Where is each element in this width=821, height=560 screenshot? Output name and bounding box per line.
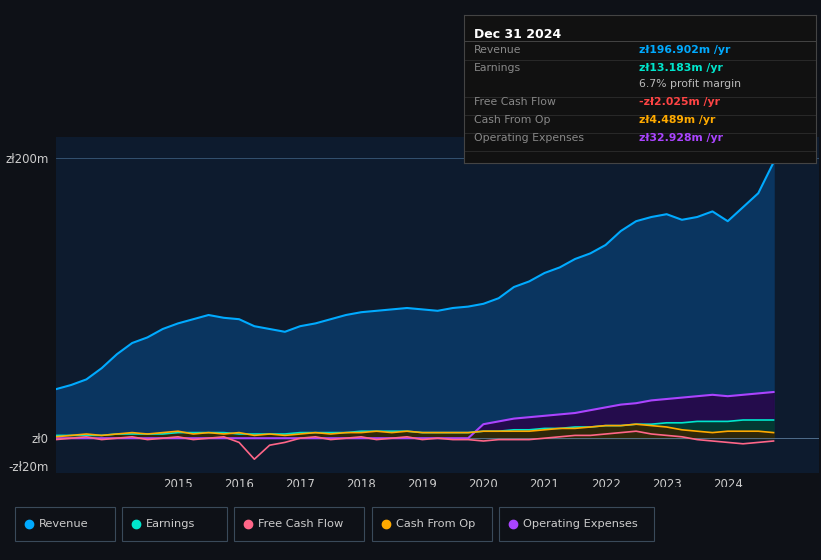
Text: Operating Expenses: Operating Expenses [523, 519, 638, 529]
Text: Revenue: Revenue [39, 519, 89, 529]
Text: 6.7% profit margin: 6.7% profit margin [639, 79, 741, 89]
Text: zł196.902m /yr: zł196.902m /yr [639, 45, 731, 55]
FancyBboxPatch shape [122, 507, 227, 541]
Text: Dec 31 2024: Dec 31 2024 [474, 28, 562, 41]
Text: Cash From Op: Cash From Op [396, 519, 475, 529]
Text: Revenue: Revenue [474, 45, 521, 55]
Text: zł4.489m /yr: zł4.489m /yr [639, 115, 715, 125]
Text: Free Cash Flow: Free Cash Flow [258, 519, 343, 529]
Text: zł13.183m /yr: zł13.183m /yr [639, 63, 722, 73]
Text: Earnings: Earnings [146, 519, 195, 529]
Text: Free Cash Flow: Free Cash Flow [474, 97, 556, 107]
FancyBboxPatch shape [15, 507, 115, 541]
Text: Cash From Op: Cash From Op [474, 115, 551, 125]
Text: Earnings: Earnings [474, 63, 521, 73]
Text: Operating Expenses: Operating Expenses [474, 133, 584, 143]
FancyBboxPatch shape [234, 507, 364, 541]
FancyBboxPatch shape [372, 507, 492, 541]
Text: zł32.928m /yr: zł32.928m /yr [639, 133, 723, 143]
FancyBboxPatch shape [499, 507, 654, 541]
Text: -zł2.025m /yr: -zł2.025m /yr [639, 97, 720, 107]
